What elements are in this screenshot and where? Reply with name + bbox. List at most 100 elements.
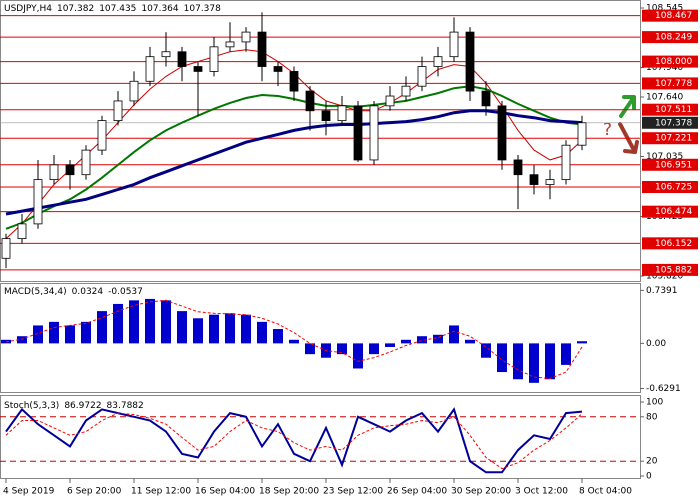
indicator-line [5,412,583,470]
candle-body [385,95,395,107]
level-label-box [642,77,698,90]
header-value: 83.7882 [107,401,144,411]
candle-body [65,164,75,176]
candle-body [145,56,155,82]
y-tick-label: 80 [646,412,658,422]
level-label: 107.778 [655,79,692,89]
header-value: 86.9722 [64,401,101,411]
candle-body [305,90,315,112]
level-label-box [642,180,698,193]
candle-body [209,46,219,72]
y-tick-label: 0 [646,472,652,482]
indicator-title: USDJPY,H4 [4,4,52,14]
macd-bar [241,314,251,344]
level-label: 108.000 [655,57,692,67]
level-label-box [642,31,698,44]
candle-body [481,90,491,107]
price-panel [0,0,641,282]
annotation: ? [603,120,612,140]
macd-bar [209,314,219,344]
macd-bar [49,321,59,344]
candle-body [33,179,43,225]
up-arrow [619,95,636,118]
macd-bar [401,339,411,344]
candle-body [561,144,571,181]
candle-body [401,85,411,97]
candle-body [369,105,379,161]
y-tick-label: -0.6291 [646,384,681,394]
y-tick-label: 0.7391 [646,286,678,296]
level-label-box [642,103,698,116]
level-label-box [642,55,698,68]
indicator-header: USDJPY,H4 107.382 107.435 107.364 107.378 [4,4,221,14]
x-tick-label: 26 Sep 04:00 [387,487,447,497]
candle-body [513,159,523,176]
macd-bar [481,343,491,358]
macd-bar [353,343,363,369]
macd-bar [369,343,379,355]
level-label: 106.474 [655,207,692,217]
x-tick-label: 4 Sep 2019 [3,487,55,497]
candle-body [97,120,107,151]
candle-body [417,66,427,87]
candle-body [49,164,59,181]
candle-body [257,31,267,67]
header-value: 107.435 [99,4,136,14]
candle-body [289,71,299,92]
header-value: 107.364 [141,4,178,14]
indicator-title: MACD(5,34,4) [4,287,67,297]
level-label-box [642,9,698,22]
x-tick-label: 6 Sep 20:00 [67,487,122,497]
macd-bar [129,300,139,344]
macd-panel [0,283,641,393]
y-tick-label: 108.545 [646,4,683,14]
x-tick-label: 23 Sep 12:00 [323,487,383,497]
indicator-title: Stoch(5,3,3) [4,401,59,411]
candle-body [465,31,475,92]
indicator-header: Stoch(5,3,3) 86.9722 83.7882 [4,401,144,411]
level-label: 106.152 [655,239,692,249]
candle-body [577,122,587,146]
y-tick-label: 107.640 [646,93,683,103]
last-price-box [642,116,698,129]
level-label: 108.249 [655,33,692,43]
macd-bar [257,321,267,344]
macd-bar [273,329,283,344]
macd-bar [449,325,459,344]
indicator-header: MACD(5,34,4) 0.0324 -0.0537 [4,287,143,297]
candle-body [337,105,347,122]
macd-bar [33,325,43,344]
macd-bar [81,321,91,344]
level-label-box [642,263,698,276]
macd-bar [113,303,123,344]
macd-bar [289,339,299,344]
candle-body [161,51,171,58]
candle-body [529,174,539,185]
x-tick-label: 18 Sep 20:00 [259,487,319,497]
header-value: 107.382 [57,4,94,14]
level-label: 106.951 [655,160,692,170]
macd-bar [193,318,203,344]
x-tick-label: 11 Sep 12:00 [131,487,191,497]
macd-bar [225,313,235,344]
y-tick-label: 20 [646,457,658,467]
macd-bar [417,336,427,344]
y-tick-label: 100 [646,398,663,408]
candle-body [449,31,459,58]
macd-bar [161,300,171,344]
macd-bar [337,343,347,355]
macd-bar [577,341,587,344]
y-tick-label: 107.035 [646,152,683,162]
candle-body [273,66,283,72]
candle-body [129,80,139,102]
macd-bar [433,334,443,344]
macd-bar [97,311,107,344]
macd-bar [545,343,555,380]
candle-body [81,149,91,176]
x-tick-label: 16 Sep 04:00 [195,487,255,497]
candle-body [241,31,251,43]
level-label: 106.725 [655,182,692,192]
candle-body [225,41,235,48]
candle-body [353,105,363,161]
